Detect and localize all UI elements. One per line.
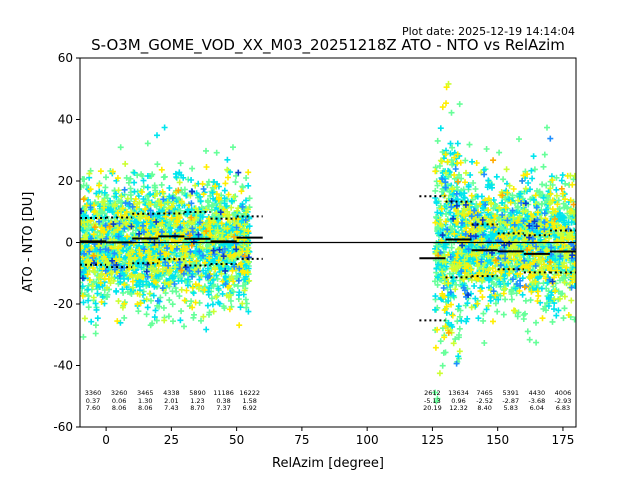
bin-stddev-label: 7.37 [216, 404, 230, 412]
y-tick-label: 40 [58, 113, 73, 127]
x-tick-label: 175 [551, 433, 574, 447]
bin-count-label: 3465 [137, 389, 154, 397]
x-tick-label: 125 [421, 433, 444, 447]
bin-count-label: 7465 [476, 389, 493, 397]
y-axis-label: ATO - NTO [DU] [21, 192, 36, 293]
bin-mean-label: 0.37 [86, 397, 100, 405]
bin-stddev-label: 7.60 [86, 404, 100, 412]
bin-mean-label: 0.06 [112, 397, 126, 405]
chart-title: S-O3M_GOME_VOD_XX_M03_20251218Z ATO - NT… [91, 36, 565, 55]
bin-count-label: 13634 [448, 389, 469, 397]
bin-statistics-lines [80, 195, 576, 322]
y-tick-label: 20 [58, 174, 73, 188]
bin-mean-label: 1.30 [138, 397, 152, 405]
bin-mean-label: 0.96 [451, 397, 465, 405]
bin-count-label: 4430 [529, 389, 546, 397]
bin-mean-label: 0.38 [216, 397, 230, 405]
bin-count-label: 16222 [239, 389, 260, 397]
bin-count-label: 11186 [213, 389, 234, 397]
bin-statistics-labels: 33600.377.6032600.068.0634651.308.064338… [85, 389, 572, 412]
bin-stddev-label: 8.70 [190, 404, 204, 412]
y-tick-label: -40 [53, 359, 73, 373]
bin-count-label: 5890 [189, 389, 206, 397]
bin-stddev-label: 6.92 [242, 404, 256, 412]
plot-date: Plot date: 2025-12-19 14:14:04 [402, 25, 575, 38]
bin-count-label: 5391 [502, 389, 519, 397]
x-axis-label: RelAzim [degree] [272, 456, 384, 471]
bin-stddev-label: 7.43 [164, 404, 178, 412]
bin-mean-label: -2.87 [502, 397, 519, 405]
scatter-series-5 [80, 169, 576, 299]
bin-count-label: 4338 [163, 389, 180, 397]
x-tick-label: 75 [294, 433, 309, 447]
bin-stddev-label: 8.40 [477, 404, 491, 412]
bin-mean-label: 2.01 [164, 397, 178, 405]
bin-mean-label: 1.58 [242, 397, 256, 405]
bin-stddev-label: 5.83 [503, 404, 517, 412]
scatter-series-6 [80, 157, 576, 336]
y-tick-label: 60 [58, 51, 73, 65]
x-tick-label: 100 [356, 433, 379, 447]
y-tick-label: -60 [53, 420, 73, 434]
plot-frame [79, 57, 577, 428]
x-tick-label: 150 [486, 433, 509, 447]
bin-mean-label: -2.93 [555, 397, 572, 405]
x-tick-label: 0 [102, 433, 110, 447]
bin-mean-label: -5.13 [424, 397, 441, 405]
bin-count-label: 4006 [555, 389, 572, 397]
scatter-series-4 [80, 135, 576, 367]
bin-mean-label: -3.68 [528, 397, 545, 405]
x-tick-label: 50 [229, 433, 244, 447]
bin-stddev-label: 6.04 [530, 404, 544, 412]
bin-stddev-label: 12.32 [449, 404, 468, 412]
bin-stddev-label: 6.83 [556, 404, 570, 412]
bin-count-label: 3260 [111, 389, 128, 397]
bin-count-label: 3360 [85, 389, 102, 397]
x-tick-label: 25 [164, 433, 179, 447]
bin-mean-label: 1.23 [190, 397, 204, 405]
axes: 0 25 50 75 100 125 150 175 -60 -40 -20 0 20 40 60 [53, 51, 574, 447]
bin-stddev-label: 20.19 [423, 404, 442, 412]
bin-mean-label: -2.52 [476, 397, 493, 405]
bin-count-label: 2612 [424, 389, 441, 397]
bin-stddev-label: 8.06 [112, 404, 126, 412]
y-tick-label: -20 [53, 297, 73, 311]
bin-stddev-label: 8.06 [138, 404, 152, 412]
y-tick-label: 0 [65, 236, 73, 250]
